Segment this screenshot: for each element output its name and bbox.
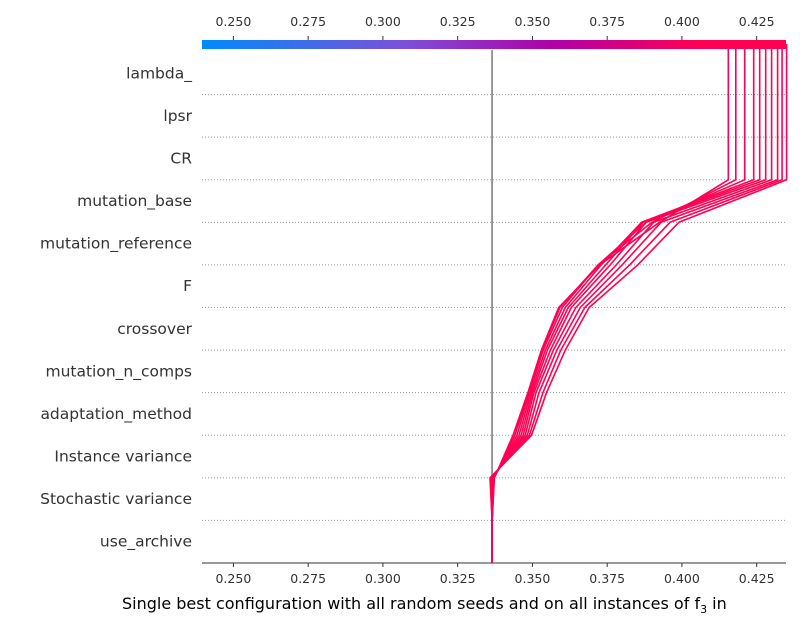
feature-label: CR (170, 149, 192, 167)
decision-line (490, 44, 773, 563)
bottom-tick-label: 0.275 (290, 571, 326, 586)
decision-line (491, 44, 761, 563)
bottom-axis: 0.250 0.275 0.300 0.325 0.350 0.375 0.400 0.425 (215, 563, 775, 586)
bottom-tick-label: 0.325 (440, 571, 476, 586)
feature-label: mutation_base (77, 192, 192, 211)
decision-line (491, 44, 755, 563)
decision-lines (489, 44, 788, 563)
bottom-tick-label: 0.425 (739, 571, 775, 586)
top-tick-label: 0.275 (290, 14, 326, 29)
feature-label: adaptation_method (40, 405, 192, 424)
colorbar (202, 40, 786, 49)
decision-line (491, 44, 746, 563)
feature-label: crossover (117, 320, 192, 338)
bottom-tick-label: 0.350 (515, 571, 551, 586)
bottom-tick-label: 0.250 (215, 571, 251, 586)
decision-line (489, 44, 788, 563)
feature-labels: lambda_lpsr CR mutation_base mutation_refer… (40, 64, 193, 551)
feature-label: Stochastic variance (40, 490, 192, 508)
feature-label: lpsr (163, 107, 192, 125)
top-tick-label: 0.400 (664, 14, 700, 29)
top-tick-label: 0.425 (739, 14, 775, 29)
top-tick-label: 0.325 (440, 14, 476, 29)
feature-label: Instance variance (54, 448, 192, 466)
feature-label: lambda_ (126, 64, 192, 83)
top-tick-label: 0.300 (365, 14, 401, 29)
grid-lines (202, 94, 786, 521)
bottom-tick-label: 0.400 (664, 571, 700, 586)
feature-label: mutation_reference (40, 235, 192, 254)
decision-line (490, 44, 779, 563)
top-axis: 0.250 0.275 0.300 0.325 0.350 0.375 0.400 0.425 (215, 14, 775, 40)
decision-line (489, 44, 783, 563)
feature-label: use_archive (100, 533, 192, 552)
bottom-tick-label: 0.300 (365, 571, 401, 586)
top-tick-label: 0.250 (215, 14, 251, 29)
top-tick-label: 0.375 (589, 14, 625, 29)
feature-label: F (183, 277, 192, 295)
x-axis-label: Single best configuration with all rando… (122, 594, 727, 616)
decision-line (491, 44, 767, 563)
feature-label: mutation_n_comps (45, 362, 192, 381)
top-tick-label: 0.350 (515, 14, 551, 29)
decision-line (491, 44, 730, 563)
bottom-tick-label: 0.375 (589, 571, 625, 586)
decision-line (491, 44, 737, 563)
